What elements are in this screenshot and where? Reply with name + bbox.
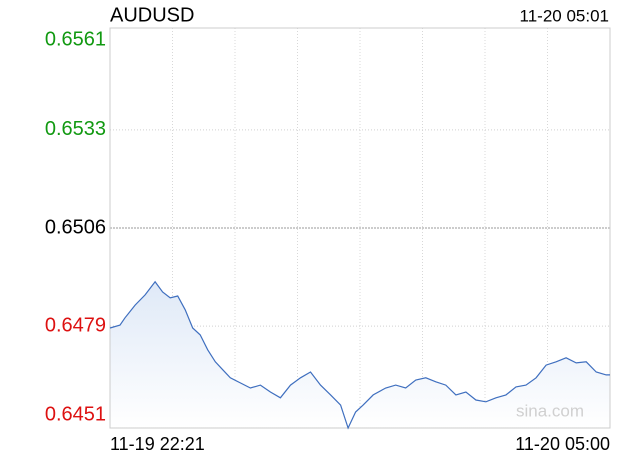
y-tick-label: 0.6506 <box>45 216 106 238</box>
x-tick-label: 11-20 05:00 <box>515 434 610 454</box>
watermark: sina.com <box>516 401 584 420</box>
y-tick-label: 0.6533 <box>45 118 106 140</box>
y-tick-label: 0.6451 <box>45 403 106 425</box>
x-tick-label: 11-19 22:21 <box>110 434 205 454</box>
chart-title: AUDUSD <box>110 4 194 26</box>
plot-frame <box>109 27 611 429</box>
y-tick-label: 0.6561 <box>45 28 106 50</box>
line <box>109 280 610 430</box>
y-tick-label: 0.6479 <box>45 314 106 336</box>
area <box>110 281 610 428</box>
timestamp: 11-20 05:01 <box>520 6 609 25</box>
